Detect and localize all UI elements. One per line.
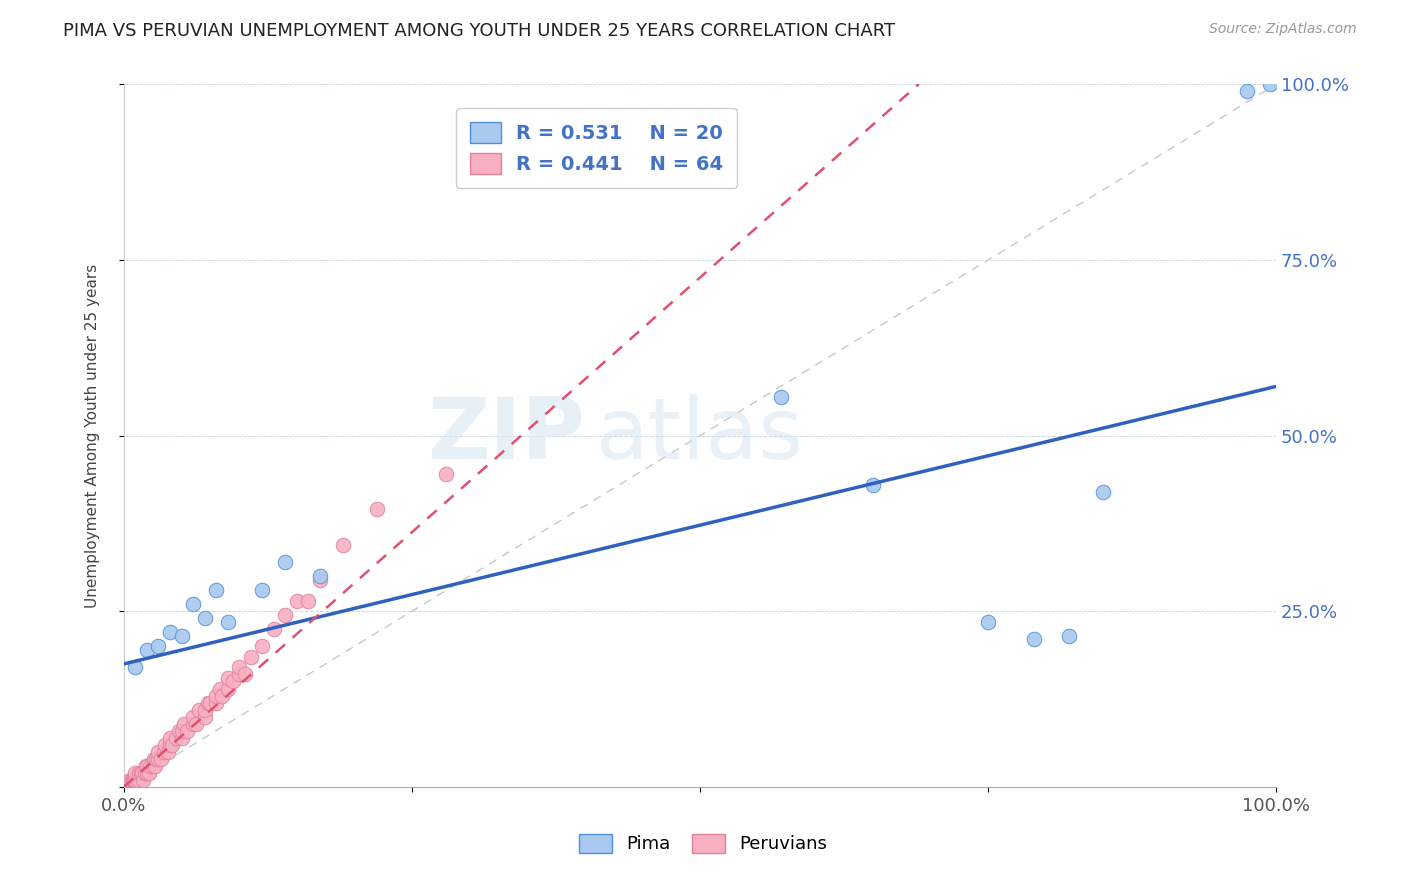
Point: [124, 772, 146, 787]
Point: [250, 640, 273, 654]
Legend: R = 0.531    N = 20, R = 0.441    N = 64: R = 0.531 N = 20, R = 0.441 N = 64: [456, 108, 737, 187]
Point: [135, 758, 157, 772]
Point: [159, 625, 181, 640]
Point: [436, 467, 458, 482]
Point: [205, 583, 228, 598]
Point: [162, 738, 184, 752]
Point: [233, 667, 256, 681]
Point: [250, 583, 273, 598]
Point: [205, 696, 228, 710]
Point: [332, 537, 354, 551]
Point: [159, 738, 181, 752]
Point: [167, 723, 190, 738]
Point: [129, 765, 152, 780]
Point: [308, 573, 330, 587]
Point: [208, 681, 231, 696]
Point: [274, 555, 297, 569]
Point: [193, 702, 215, 716]
Point: [155, 738, 177, 752]
Point: [1092, 484, 1115, 499]
Point: [187, 702, 209, 716]
Point: [217, 671, 239, 685]
Point: [181, 709, 204, 723]
Point: [186, 716, 208, 731]
Point: [159, 731, 181, 745]
Point: [200, 696, 222, 710]
Point: [142, 752, 165, 766]
Point: [173, 716, 195, 731]
Text: atlas: atlas: [596, 394, 804, 477]
Point: [285, 593, 308, 607]
Point: [136, 758, 159, 772]
Point: [124, 660, 146, 674]
Point: [121, 772, 143, 787]
Point: [222, 674, 245, 689]
Point: [1258, 78, 1281, 92]
Text: PIMA VS PERUVIAN UNEMPLOYMENT AMONG YOUTH UNDER 25 YEARS CORRELATION CHART: PIMA VS PERUVIAN UNEMPLOYMENT AMONG YOUT…: [63, 22, 896, 40]
Point: [274, 607, 297, 622]
Point: [181, 597, 204, 611]
Text: ZIP: ZIP: [427, 394, 585, 477]
Point: [977, 615, 1000, 629]
Text: Source: ZipAtlas.com: Source: ZipAtlas.com: [1209, 22, 1357, 37]
Point: [217, 681, 239, 696]
Point: [128, 765, 150, 780]
Point: [136, 643, 159, 657]
Point: [127, 772, 149, 787]
Point: [136, 765, 159, 780]
Point: [124, 765, 146, 780]
Point: [143, 758, 166, 772]
Point: [228, 660, 250, 674]
Point: [181, 716, 204, 731]
Point: [131, 765, 153, 780]
Y-axis label: Unemployment Among Youth under 25 years: Unemployment Among Youth under 25 years: [86, 263, 100, 607]
Point: [366, 502, 388, 516]
Point: [134, 765, 156, 780]
Point: [211, 689, 233, 703]
Point: [308, 569, 330, 583]
Point: [149, 752, 172, 766]
Point: [170, 731, 193, 745]
Point: [176, 723, 198, 738]
Point: [1057, 629, 1080, 643]
Point: [145, 752, 167, 766]
Point: [138, 765, 160, 780]
Point: [862, 478, 884, 492]
Point: [153, 745, 176, 759]
Point: [193, 611, 215, 625]
Point: [170, 723, 193, 738]
Point: [263, 622, 285, 636]
Point: [142, 758, 165, 772]
Point: [124, 772, 146, 787]
Point: [132, 772, 155, 787]
Point: [205, 689, 228, 703]
Point: [148, 640, 170, 654]
Point: [228, 667, 250, 681]
Point: [118, 772, 141, 787]
Point: [165, 731, 187, 745]
Point: [170, 629, 193, 643]
Point: [239, 649, 262, 664]
Point: [148, 752, 170, 766]
Point: [217, 615, 239, 629]
Point: [1022, 632, 1045, 647]
Legend: Pima, Peruvians: Pima, Peruvians: [572, 827, 834, 861]
Point: [139, 758, 162, 772]
Point: [197, 696, 219, 710]
Point: [297, 593, 319, 607]
Point: [193, 709, 215, 723]
Point: [148, 745, 170, 759]
Point: [122, 772, 145, 787]
Point: [1236, 85, 1258, 99]
Point: [769, 390, 792, 404]
Point: [156, 745, 179, 759]
